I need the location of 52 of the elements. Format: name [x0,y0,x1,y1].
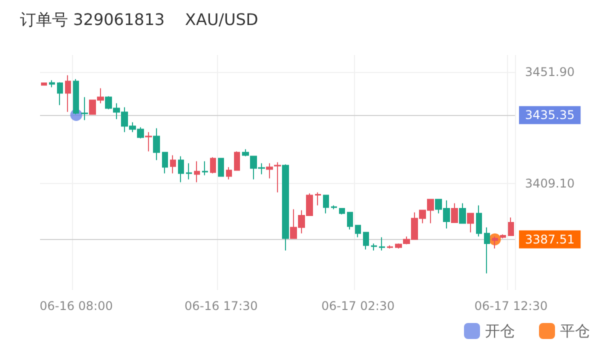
x-tick-label: 06-17 02:30 [321,299,395,313]
candlestick [153,128,160,161]
candlestick [194,160,200,183]
candlestick [49,80,55,88]
candlestick [162,151,168,174]
chart-title: 订单号 329061813 XAU/USD [20,10,258,31]
candlestick [145,132,152,152]
candlestick [508,217,514,236]
candlestick [395,243,402,249]
candlestick [363,231,369,250]
candlestick [459,202,466,224]
candlestick [274,162,281,193]
y-tick-label: 3409.10 [525,176,575,190]
ref-line-label: 3435.35 [525,108,575,122]
x-tick-label: 06-16 17:30 [184,299,258,313]
y-tick-label: 3451.90 [525,65,575,80]
candlestick [379,236,385,252]
candlestick [81,96,88,121]
candlestick [476,204,482,238]
candlestick [73,78,79,115]
candlestick [170,154,176,174]
candlestick [234,150,240,172]
candlestick [339,207,345,215]
candlestick [202,160,208,176]
candlestick [467,212,474,233]
candlestick [218,157,224,178]
candlestick [178,156,184,183]
candlestick [484,226,490,274]
ref-line-label: 3387.51 [525,232,575,246]
candlestick [347,211,353,230]
candlestick [266,162,273,179]
candlestick [371,243,377,252]
candlestick [315,192,321,206]
candlestick [323,194,329,214]
candlestick [355,224,361,238]
candlestick [331,204,337,210]
candlestick [186,162,192,180]
candlestick [387,244,393,249]
candlestick [57,82,63,106]
candlestick [41,82,47,86]
legend-label: 开仓 [485,322,515,340]
x-tick-label: 06-16 08:00 [40,299,113,313]
legend-label: 平仓 [560,322,590,340]
candlestick [210,156,216,174]
candlestick [65,74,71,112]
candlestick [500,234,506,239]
candlestick [226,166,232,180]
x-tick-label: 06-17 12:30 [474,299,548,313]
candlestick [451,202,458,224]
candlestick [242,148,249,157]
candlestick [492,236,498,249]
candlestick [282,164,289,252]
